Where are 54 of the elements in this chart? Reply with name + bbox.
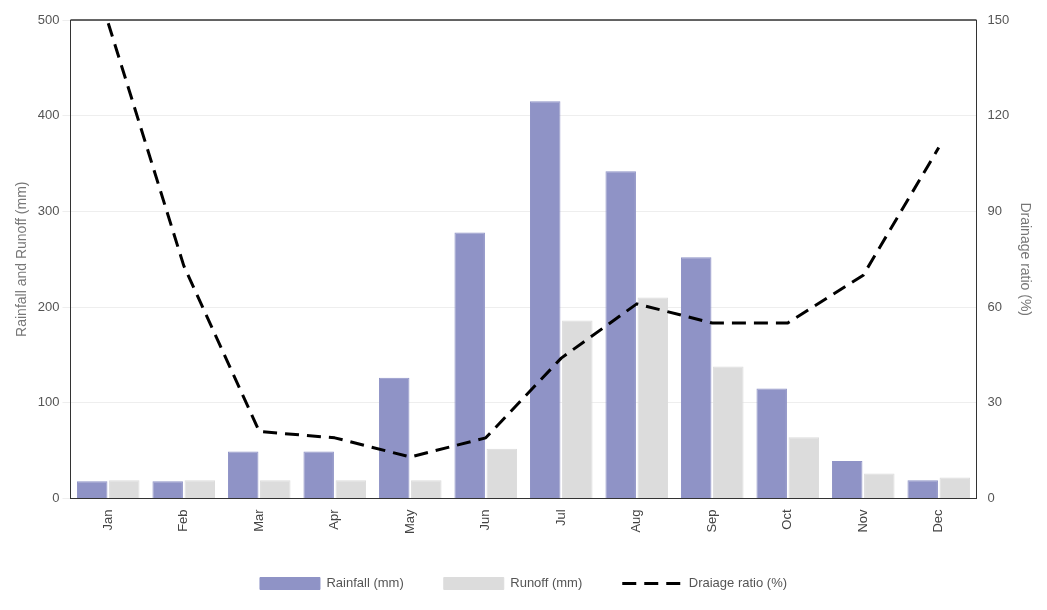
x-tick-label: Oct: [779, 509, 795, 530]
bar: [907, 480, 938, 498]
y-tick-label: 400: [37, 107, 60, 123]
y2-tick-label: 90: [987, 202, 1002, 218]
bar: [756, 388, 787, 498]
x-tick-label: Dec: [930, 508, 946, 533]
x-tick-label: Jul: [552, 509, 568, 527]
line-series: [106, 21, 941, 459]
bar: [562, 320, 593, 498]
y2-axis-title: Drainage ratio (%): [1017, 202, 1034, 317]
bar: [486, 448, 518, 498]
x-tick-label: Jun: [477, 509, 493, 531]
legend-label: Runoff (mm): [510, 575, 583, 591]
x-tick-label: Nov: [854, 508, 870, 533]
y2-tick-label: 150: [987, 11, 1010, 27]
y2-tick-label: 60: [987, 298, 1002, 314]
legend-label: Draiage ratio (%): [688, 575, 788, 591]
x-tick-label: Mar: [250, 508, 266, 532]
bar: [713, 366, 744, 498]
bar: [109, 480, 140, 498]
legend-label: Rainfall (mm): [326, 575, 404, 591]
bar: [260, 480, 291, 498]
y-tick-label: 0: [52, 490, 60, 506]
x-tick-label: May: [401, 508, 417, 534]
x-tick-label: Aug: [628, 509, 644, 533]
bar: [152, 481, 183, 498]
y2-tick-label: 30: [987, 394, 1002, 410]
bar: [680, 257, 712, 498]
bar: [939, 477, 971, 498]
bar: [335, 480, 367, 498]
bar: [529, 101, 561, 498]
y-tick-label: 100: [37, 394, 60, 410]
y-tick-label: 300: [37, 202, 60, 218]
bar: [303, 451, 334, 498]
x-tick-label: Sep: [703, 509, 719, 533]
y2-tick-label: 0: [987, 490, 995, 506]
bar: [864, 473, 895, 498]
bar: [454, 232, 485, 498]
bar: [378, 377, 410, 498]
y-axis-title: Rainfall and Runoff (mm): [13, 181, 30, 337]
bar: [411, 480, 442, 498]
x-tick-label: Apr: [326, 508, 342, 530]
y2-tick-label: 120: [987, 107, 1010, 123]
bar: [227, 451, 259, 498]
bar: [76, 481, 108, 498]
x-tick-label: Feb: [175, 509, 191, 532]
bar: [184, 480, 216, 498]
y-tick-label: 200: [37, 298, 60, 314]
bar: [831, 461, 863, 498]
bar: [637, 297, 669, 498]
y-tick-label: 500: [37, 11, 60, 27]
bar: [605, 171, 636, 498]
x-tick-label: Jan: [99, 509, 115, 531]
bar: [788, 437, 820, 498]
